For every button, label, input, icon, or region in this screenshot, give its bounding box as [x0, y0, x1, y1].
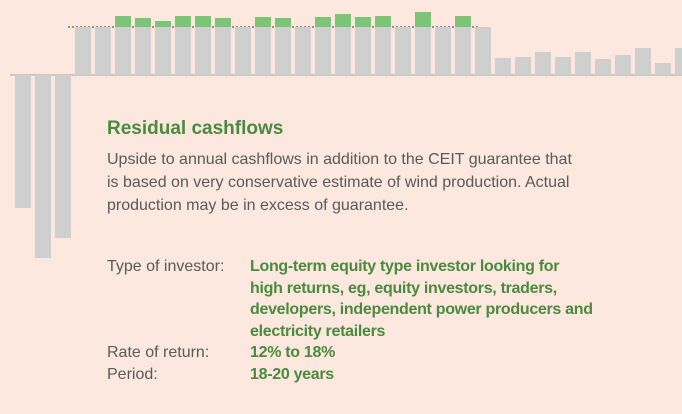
bar [375, 16, 391, 27]
bar [115, 16, 131, 27]
bar [35, 75, 51, 258]
bar [675, 48, 682, 75]
bar [275, 18, 291, 27]
detail-label: Period: [107, 365, 158, 383]
detail-value-line: high returns, eg, equity investors, trad… [250, 279, 557, 297]
description-line: is based on very conservative estimate o… [107, 174, 570, 191]
detail-row: Rate of return: 12% to 18% [107, 342, 593, 364]
detail-value-line: 18-20 years [250, 365, 334, 383]
bar [415, 27, 431, 75]
bar [155, 27, 171, 75]
description: Upside to annual cashflows in addition t… [107, 148, 572, 217]
bar [55, 75, 71, 238]
detail-value: 12% to 18% [250, 342, 335, 364]
bar [455, 16, 471, 27]
bar [95, 27, 111, 75]
bar [475, 27, 491, 75]
bar [215, 27, 231, 75]
bar [435, 27, 451, 75]
details: Type of investor: Long-term equity type i… [107, 256, 593, 385]
bar [295, 27, 311, 75]
bar [335, 14, 351, 27]
bar [615, 55, 631, 75]
bar [115, 27, 131, 75]
detail-value: 18-20 years [250, 364, 334, 386]
bar [275, 27, 291, 75]
bar [415, 12, 431, 27]
bar [155, 21, 171, 27]
section-title: Residual cashflows [107, 118, 284, 139]
detail-label: Rate of return: [107, 344, 210, 361]
bar [455, 27, 471, 75]
bar [635, 48, 651, 75]
bar [495, 58, 511, 75]
bar [355, 17, 371, 27]
bar [555, 57, 571, 75]
bar [215, 18, 231, 27]
bar [195, 16, 211, 27]
bar [315, 17, 331, 27]
detail-label: Type of investor: [107, 258, 225, 275]
bar [195, 27, 211, 75]
description-line: production may be in excess of guarantee… [107, 197, 409, 214]
detail-value: Long-term equity type investor looking f… [250, 256, 593, 342]
detail-value-line: 12% to 18% [250, 344, 336, 361]
bar [255, 27, 271, 75]
bar [335, 27, 351, 75]
description-line: Upside to annual cashflows in addition t… [107, 151, 572, 168]
bar [135, 27, 151, 75]
bar [175, 27, 191, 75]
bar [355, 27, 371, 75]
detail-value-line: developers, independent power producers … [250, 301, 593, 318]
bar [255, 17, 271, 27]
bar [75, 27, 91, 75]
bar [315, 27, 331, 75]
bar [595, 59, 611, 75]
detail-value-line: electricity retailers [250, 322, 386, 340]
bar [535, 52, 551, 75]
bar [575, 52, 591, 75]
bar [235, 27, 251, 75]
bar [15, 75, 31, 208]
bar [395, 27, 411, 75]
chart [10, 12, 682, 258]
bar [375, 27, 391, 75]
detail-value-line: Long-term equity type investor looking f… [250, 258, 560, 275]
bar [655, 63, 671, 75]
bar [135, 18, 151, 27]
bar [515, 57, 531, 75]
detail-row: Type of investor: Long-term equity type i… [107, 256, 593, 342]
detail-row: Period: 18-20 years [107, 364, 593, 386]
bar [175, 16, 191, 27]
